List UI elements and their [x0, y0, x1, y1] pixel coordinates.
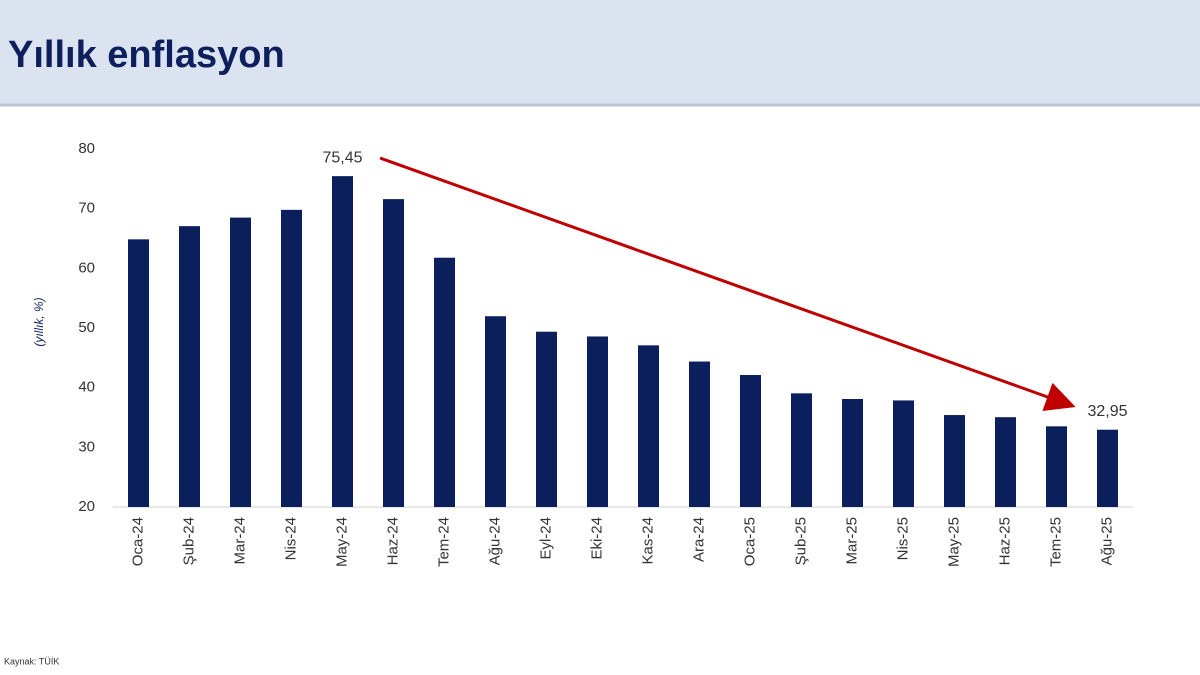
bar — [332, 176, 353, 508]
y-axis-label: (yıllık, %) — [32, 297, 46, 346]
bar — [1046, 426, 1067, 507]
x-tick-label: Eyl-24 — [537, 517, 554, 560]
x-tick-label: Haz-24 — [384, 517, 401, 565]
x-tick-label: Oca-24 — [129, 517, 146, 566]
x-tick-label: Nis-25 — [894, 517, 911, 560]
y-tick-label: 80 — [78, 140, 95, 157]
y-tick-label: 20 — [78, 498, 95, 515]
trend-arrow — [379, 156, 1076, 412]
bar — [944, 415, 965, 507]
x-tick-label: Tem-24 — [435, 517, 452, 567]
bar — [536, 331, 557, 507]
value-label: 75,45 — [322, 149, 362, 166]
y-tick-label: 50 — [78, 319, 95, 336]
bar — [485, 316, 506, 507]
x-tick-label: May-24 — [333, 517, 350, 567]
x-tick-label: Şub-25 — [792, 517, 809, 565]
bar — [128, 239, 149, 507]
bar — [740, 375, 761, 507]
x-tick-label: Mar-24 — [231, 517, 248, 565]
x-tick-label: Nis-24 — [282, 517, 299, 560]
x-tick-label: Ağu-25 — [1098, 517, 1115, 565]
bar — [179, 226, 200, 508]
x-tick-label: Ara-24 — [690, 517, 707, 562]
bar — [791, 393, 812, 507]
bar — [281, 209, 302, 508]
x-tick-label: Tem-25 — [1047, 517, 1064, 567]
x-tick-label: Ağu-24 — [486, 517, 503, 565]
x-tick-label: Eki-24 — [588, 517, 605, 560]
bar — [587, 336, 608, 507]
bar — [1097, 429, 1118, 507]
bar — [995, 417, 1016, 507]
x-tick-label: Şub-24 — [180, 517, 197, 565]
value-label: 32,95 — [1087, 403, 1127, 420]
x-tick-label: Kas-24 — [639, 517, 656, 565]
header-band — [0, 0, 1200, 105]
x-tick-label: Mar-25 — [843, 517, 860, 565]
bar — [842, 399, 863, 507]
bar — [638, 345, 659, 507]
source-note: Kaynak: TÜİK — [4, 656, 59, 666]
bar — [434, 257, 455, 507]
x-tick-label: Haz-25 — [996, 517, 1013, 565]
y-tick-label: 70 — [78, 200, 95, 217]
bar — [383, 199, 404, 507]
chart-title: Yıllık enflasyon — [8, 34, 285, 76]
y-tick-label: 60 — [78, 259, 95, 276]
x-tick-label: May-25 — [945, 517, 962, 567]
bar — [893, 400, 914, 507]
y-tick-label: 40 — [78, 379, 95, 396]
x-tick-label: Oca-25 — [741, 517, 758, 566]
bar — [689, 361, 710, 507]
y-tick-label: 30 — [78, 438, 95, 455]
bar — [230, 217, 251, 507]
